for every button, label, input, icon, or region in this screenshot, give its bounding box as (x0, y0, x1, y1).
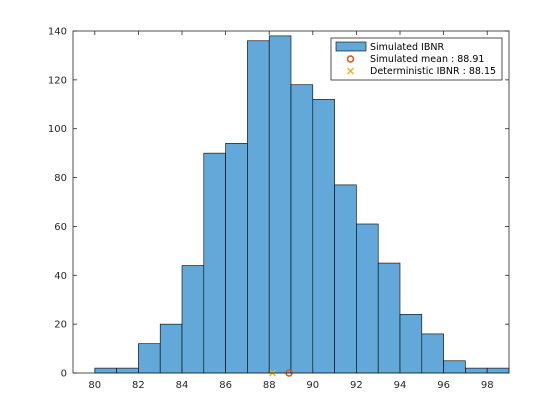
histogram-bar-84 (181, 265, 205, 374)
x-tick-label-88: 88 (263, 380, 276, 391)
histogram-bar-82 (138, 343, 161, 374)
legend-label-deterministic-ibnr: Deterministic IBNR : 88.15 (370, 66, 496, 77)
legend-swatch-simulated-ibnr (335, 41, 367, 52)
x-tick-label-92: 92 (350, 380, 363, 391)
histogram-bar-86 (225, 143, 248, 374)
legend-label-simulated-mean: Simulated mean : 88.91 (370, 54, 484, 65)
legend-marker-simulated-mean (346, 55, 355, 63)
axes-box (72, 30, 510, 374)
x-axis-ticks: 80 82 84 86 88 90 92 94 96 98 (88, 31, 494, 391)
histogram-bar-95 (421, 333, 444, 374)
x-tick-label-90: 90 (306, 380, 319, 391)
histogram-bar-92 (356, 223, 379, 374)
x-tick-label-94: 94 (394, 380, 407, 391)
legend-label-simulated-ibnr: Simulated IBNR (370, 42, 444, 53)
histogram-bar-87 (247, 40, 270, 374)
histogram-bar-98 (486, 367, 510, 374)
x-tick-label-84: 84 (176, 380, 189, 391)
x-tick-label-86: 86 (219, 380, 232, 391)
y-tick-label-20: 20 (54, 320, 67, 331)
histogram-bar-93 (377, 262, 401, 374)
histogram-bar-96 (443, 360, 466, 374)
histogram-bar-80 (94, 367, 117, 374)
y-tick-label-0: 0 (61, 369, 67, 380)
y-axis-ticks: 0 20 40 60 80 100 120 140 (48, 27, 509, 380)
x-tick-label-96: 96 (437, 380, 450, 391)
histogram-bar-97 (465, 367, 488, 374)
y-tick-label-40: 40 (54, 271, 67, 282)
legend-marker-deterministic-ibnr (347, 67, 354, 75)
histogram-bar-81 (116, 367, 139, 374)
legend: Simulated IBNR Simulated mean : 88.91 De… (330, 37, 503, 81)
y-tick-label-120: 120 (48, 75, 67, 86)
histogram-bar-94 (399, 314, 423, 374)
histogram-bar-83 (159, 323, 183, 374)
histogram-bar-88 (268, 35, 292, 374)
y-tick-label-140: 140 (48, 27, 67, 38)
histogram-bar-91 (334, 184, 357, 374)
histogram-bar-90 (312, 99, 335, 374)
y-tick-label-80: 80 (54, 173, 67, 184)
x-tick-label-80: 80 (88, 380, 101, 391)
histogram-bar-89 (290, 84, 314, 374)
x-tick-label-82: 82 (132, 380, 145, 391)
histogram-bar-85 (203, 152, 226, 374)
x-tick-label-98: 98 (481, 380, 494, 391)
y-tick-label-60: 60 (54, 222, 67, 233)
histogram-bars (94, 35, 510, 374)
y-tick-label-100: 100 (48, 124, 67, 135)
